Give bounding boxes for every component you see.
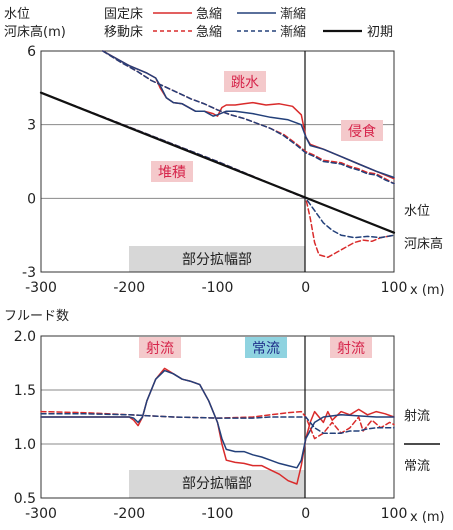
bottom-x-unit: x (m) <box>410 510 445 525</box>
top-series-line <box>39 91 396 234</box>
legend: 水位 河床高(m) 固定床 移動床 急縮 急縮 漸縮 漸縮 初期 <box>4 6 393 40</box>
top-ticks: -3 0 3 6 -300 -200 -100 0 100 <box>22 44 407 296</box>
bottom-x-tick-label: -300 <box>25 506 57 522</box>
top-shaded-widening <box>129 246 305 272</box>
top-x-tick-label: -200 <box>113 280 145 296</box>
deposition-box <box>151 161 193 182</box>
top-x-unit: x (m) <box>410 283 445 298</box>
top-x-tick-label: -100 <box>202 280 234 296</box>
legend-gradual-2: 漸縮 <box>280 24 306 40</box>
supercritical-label: 射流 <box>404 408 430 424</box>
bottom-series-line <box>40 367 395 485</box>
bottom-x-tick-label: 100 <box>381 506 408 522</box>
top-widening-label: 部分拡幅部 <box>182 252 252 268</box>
erosion-box <box>341 120 383 141</box>
bottom-shaded-widening <box>129 470 305 498</box>
jet2-box <box>330 337 372 358</box>
bottom-widening-label: 部分拡幅部 <box>182 476 252 492</box>
subcritical-right-label: 常流 <box>404 459 430 474</box>
bottom-chart: 0.5 1.0 1.5 2.0 -300 -200 -100 0 100 射流 常流 射流 部分… <box>14 329 445 525</box>
subcritical-label: 常流 <box>252 341 280 357</box>
subcritical-box <box>245 337 287 358</box>
bottom-ticks: 0.5 1.0 1.5 2.0 -300 -200 -100 0 100 <box>14 329 408 522</box>
top-series-line <box>102 50 395 185</box>
bottom-x-tick-label: -100 <box>202 506 234 522</box>
legend-rapid-1: 急縮 <box>196 6 222 22</box>
jet1-box <box>139 337 181 358</box>
bottom-y-tick-label: 1.0 <box>14 437 36 453</box>
top-series-line <box>40 91 395 239</box>
top-x-tick-label: 0 <box>301 280 310 296</box>
y-axis-title-line1: 水位 <box>4 7 30 22</box>
bottom-y-tick-label: 1.5 <box>14 383 36 399</box>
bottom-x-tick-label: -200 <box>113 506 145 522</box>
legend-movable-bed: 移動床 <box>104 25 143 40</box>
top-grid <box>41 124 394 199</box>
water-level-label: 水位 <box>404 204 430 219</box>
top-x-tick-label: 100 <box>381 280 408 296</box>
froude-title: フルード数 <box>4 309 69 324</box>
top-plot-frame <box>40 50 395 273</box>
bottom-x-tick-label: 0 <box>301 506 310 522</box>
erosion-label: 侵食 <box>348 123 376 140</box>
top-y-tick-label: -3 <box>22 265 36 281</box>
top-series-line <box>102 50 395 180</box>
bottom-y-tick-label: 0.5 <box>14 491 36 507</box>
top-y-tick-label: 0 <box>27 191 36 207</box>
top-series-line <box>40 91 395 259</box>
top-series-line <box>102 50 395 185</box>
legend-initial: 初期 <box>367 25 393 40</box>
legend-rapid-2: 急縮 <box>196 24 222 40</box>
bottom-y-tick-label: 2.0 <box>14 329 36 345</box>
bottom-grid <box>41 389 394 445</box>
top-series-line <box>102 50 395 179</box>
bed-level-label: 河床高 <box>404 236 443 252</box>
top-series-group <box>39 50 396 259</box>
bottom-series-group <box>40 367 395 485</box>
jet1-label: 射流 <box>146 341 174 357</box>
deposition-label: 堆積 <box>158 165 186 181</box>
jet2-label: 射流 <box>337 341 365 357</box>
bottom-series-line <box>40 369 395 469</box>
legend-gradual-1: 漸縮 <box>280 6 306 22</box>
top-y-tick-label: 3 <box>27 118 36 134</box>
hydraulic-jump-box <box>224 71 266 92</box>
bottom-series-line <box>40 413 395 434</box>
top-y-tick-label: 6 <box>27 44 36 60</box>
y-axis-title-line2: 河床高(m) <box>4 24 66 40</box>
hydraulic-jump-label: 跳水 <box>231 75 259 91</box>
top-x-tick-label: -300 <box>25 280 57 296</box>
legend-fixed-bed: 固定床 <box>104 7 143 22</box>
